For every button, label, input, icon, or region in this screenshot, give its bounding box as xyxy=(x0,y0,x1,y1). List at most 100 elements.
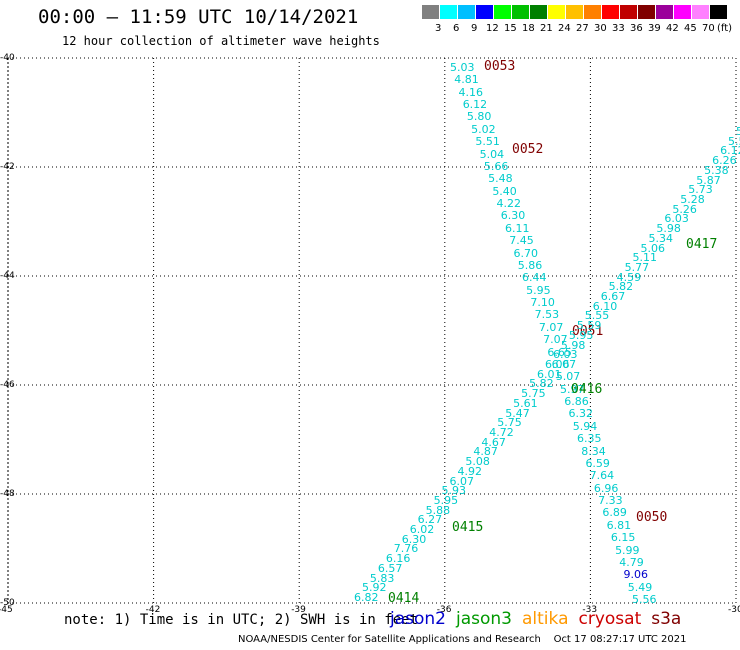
wave-height-value: 6.89 xyxy=(602,506,627,520)
wave-height-value: 6.15 xyxy=(610,531,636,545)
longitude-label: -39 xyxy=(291,605,306,615)
pass-time-label: 0051 xyxy=(572,324,604,339)
wave-height-value: 5.88 xyxy=(425,503,451,517)
wave-height-value: 5.82 xyxy=(608,280,634,294)
wave-height-value: 6.11 xyxy=(505,221,530,235)
units-note: note: 1) Time is in UTC; 2) SWH is in fe… xyxy=(64,612,419,628)
wave-height-value: 5.95 xyxy=(526,283,551,297)
wave-height-value: 5.06 xyxy=(640,241,666,255)
wave-height-value: 6.06 xyxy=(545,358,570,371)
wave-height-value: 6.44 xyxy=(521,271,547,285)
wave-height-value: 6.57 xyxy=(377,561,403,575)
wave-height-value: 5.47 xyxy=(505,406,530,420)
wave-height-value: 5.08 xyxy=(465,455,490,469)
longitude-label: -36 xyxy=(436,605,452,615)
latitude-label: -44 xyxy=(0,271,15,281)
legend-swatch xyxy=(440,5,457,19)
latitude-label: -48 xyxy=(0,489,15,499)
wave-height-value: 5.26 xyxy=(672,202,697,216)
wave-height-value: 5.28 xyxy=(680,192,705,206)
satellite-legend: jason2 jason3 altika cryosat s3a xyxy=(390,609,691,629)
wave-height-value: 4.67 xyxy=(481,435,506,449)
wave-height-value: 6.01 xyxy=(537,367,562,381)
pass-time-label: 0050 xyxy=(636,510,668,525)
wave-height-value: 7.64 xyxy=(589,469,615,483)
wave-height-value: 6.07 xyxy=(449,474,475,488)
legend-swatch xyxy=(494,5,511,19)
wave-height-value: 5.03 xyxy=(450,61,475,74)
legend-swatch xyxy=(692,5,709,19)
wave-height-value: 4.16 xyxy=(458,85,483,99)
wave-height-value: 6.30 xyxy=(401,532,427,546)
legend-label: 27 xyxy=(576,23,589,34)
wave-height-value: 5.75 xyxy=(521,387,546,401)
wave-height-value: 5.77 xyxy=(624,260,650,274)
wave-height-value: 9.06 xyxy=(623,568,649,582)
satellite-name: jason2 xyxy=(390,609,446,629)
wave-height-value: 4.72 xyxy=(489,425,514,439)
wave-height-value: 5.40 xyxy=(492,184,517,198)
wave-height-value: 7.07 xyxy=(538,320,564,334)
wave-height-value: 4.92 xyxy=(457,464,482,478)
satellite-name: altika xyxy=(522,609,569,629)
legend-swatch xyxy=(422,5,439,19)
latitude-label: -50 xyxy=(0,598,15,608)
legend-label: 21 xyxy=(540,23,553,34)
legend-label: 42 xyxy=(666,23,679,34)
pass-time-label: 0414 xyxy=(388,591,420,606)
legend-label: 70 xyxy=(702,23,715,34)
latitude-label: -42 xyxy=(0,162,15,172)
wave-height-value: 7.53 xyxy=(534,308,560,322)
wave-height-value: 5.5 xyxy=(728,134,740,148)
legend-swatch xyxy=(674,5,691,19)
wave-height-value: 8.34 xyxy=(581,444,606,458)
wave-height-value: 4.79 xyxy=(619,555,644,569)
legend-label: 15 xyxy=(504,23,517,34)
map-frame xyxy=(7,57,737,604)
wave-height-value: 4.81 xyxy=(454,73,479,87)
wave-height-value: 6.65 xyxy=(547,345,572,359)
wave-height-value: 6.12 xyxy=(462,98,488,112)
legend-swatch xyxy=(566,5,583,19)
legend-label: 9 xyxy=(471,23,478,34)
wave-height-value: 5.92 xyxy=(361,581,387,595)
wave-height-value: 6.70 xyxy=(513,246,538,260)
legend-label: (ft) xyxy=(717,23,733,34)
latitude-label: -40 xyxy=(0,53,15,63)
longitude-label: -42 xyxy=(145,605,161,615)
wave-height-value: 6.32 xyxy=(568,407,594,421)
wave-height-value: 6.02 xyxy=(409,523,435,537)
map-subtitle: 12 hour collection of altimeter wave hei… xyxy=(62,34,380,48)
wave-height-value: 5.83 xyxy=(369,571,395,585)
legend-label: 12 xyxy=(486,23,499,34)
wave-height-value: 5.80 xyxy=(466,110,492,124)
legend-swatch xyxy=(620,5,637,19)
wave-height-value: 6.03 xyxy=(552,348,578,362)
satellite-name: jason3 xyxy=(456,609,512,629)
satellite-name: s3a xyxy=(651,609,682,629)
pass-time-label: 0053 xyxy=(484,59,516,74)
wave-height-value: 5.59 xyxy=(576,319,602,333)
wave-height-value: 5.02 xyxy=(471,122,496,136)
legend-label: 24 xyxy=(558,23,571,34)
wave-height-value: 5.75 xyxy=(497,416,522,430)
wave-height-value: 5.98 xyxy=(560,338,586,352)
legend-swatch xyxy=(602,5,619,19)
wave-height-value: 6.86 xyxy=(564,395,589,409)
wave-height-value: 6.10 xyxy=(592,299,618,313)
wave-height-value: 5.93 xyxy=(441,484,467,498)
legend-swatch xyxy=(638,5,655,19)
wave-height-value: 5.11 xyxy=(632,251,658,265)
legend-label: 6 xyxy=(453,23,460,34)
latitude-label: -46 xyxy=(0,380,15,390)
pass-time-label: 0415 xyxy=(452,520,484,535)
wave-height-value: 4.87 xyxy=(473,445,498,459)
wave-height-value: 5.51 xyxy=(475,135,500,149)
wave-height-value: 7.76 xyxy=(393,542,419,556)
wave-height-value: 6.26 xyxy=(712,154,737,168)
wave-height-color-legend: 3 6 9 12 15 18 21 24 27 30 33 36 39 42 45 70 (ft) xyxy=(422,5,732,37)
legend-label: 18 xyxy=(522,23,535,34)
satellite-name: cryosat xyxy=(578,609,642,629)
pass-time-label: 0417 xyxy=(686,237,718,252)
